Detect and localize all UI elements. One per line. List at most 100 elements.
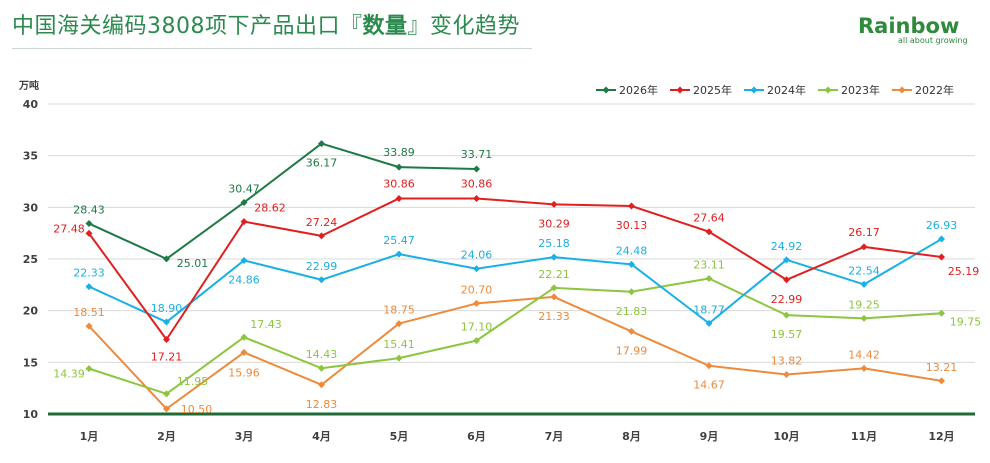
- data-label: 26.17: [848, 226, 880, 239]
- data-label: 33.71: [461, 148, 493, 161]
- data-label: 14.39: [53, 368, 85, 381]
- data-point: [938, 309, 945, 317]
- series-line: [88, 277, 942, 395]
- data-point: [550, 284, 558, 292]
- data-label: 27.24: [306, 216, 338, 229]
- y-tick-label: 30: [23, 201, 39, 214]
- data-point: [163, 255, 170, 263]
- data-point: [628, 202, 635, 210]
- rainbow-logo: Rainbow all about growing: [858, 14, 978, 45]
- legend-marker: [676, 86, 684, 94]
- data-point: [705, 362, 713, 370]
- y-tick-label: 10: [23, 408, 39, 421]
- y-tick-label: 40: [23, 98, 39, 111]
- data-point: [395, 354, 403, 362]
- data-point: [473, 165, 480, 173]
- data-point: [628, 327, 635, 335]
- data-label: 30.47: [228, 182, 260, 195]
- x-tick-label: 11月: [851, 430, 877, 443]
- data-label: 24.06: [461, 249, 493, 262]
- data-label: 22.21: [538, 268, 570, 281]
- data-label: 30.86: [461, 177, 493, 190]
- data-label: 13.21: [926, 361, 958, 374]
- data-label: 17.99: [616, 344, 648, 357]
- data-label: 14.42: [848, 348, 880, 361]
- data-label: 25.01: [177, 257, 209, 270]
- data-point: [938, 235, 945, 243]
- data-point: [783, 256, 790, 264]
- data-point: [85, 283, 93, 291]
- data-point: [318, 232, 325, 240]
- x-tick-label: 4月: [312, 430, 331, 443]
- data-label: 30.13: [616, 219, 648, 232]
- data-point: [783, 276, 790, 284]
- data-point: [550, 200, 558, 208]
- data-point: [860, 243, 868, 251]
- x-tick-label: 9月: [700, 430, 719, 443]
- legend-marker: [898, 86, 906, 94]
- data-label: 30.29: [538, 217, 570, 230]
- title-emphasis: 数量: [362, 14, 408, 39]
- legend-entry: 2026年: [619, 83, 658, 97]
- legend-marker: [824, 86, 832, 94]
- data-label: 22.99: [771, 293, 803, 306]
- data-label: 27.48: [53, 222, 85, 235]
- y-tick-label: 20: [23, 305, 39, 318]
- data-label: 18.77: [693, 303, 725, 316]
- data-point: [550, 293, 558, 301]
- legend-marker: [750, 86, 758, 94]
- title-prefix: 中国海关编码3808项下产品出口『: [12, 14, 363, 39]
- data-point: [240, 256, 248, 264]
- data-point: [550, 253, 558, 261]
- data-point: [163, 318, 170, 326]
- data-point: [395, 163, 403, 171]
- data-point: [240, 333, 248, 341]
- data-point: [318, 364, 325, 372]
- data-label: 25.47: [383, 234, 415, 247]
- legend-entry: 2024年: [767, 83, 806, 97]
- data-label: 30.86: [383, 177, 415, 190]
- data-point: [395, 194, 403, 202]
- x-tick-label: 6月: [467, 430, 486, 443]
- data-point: [473, 299, 480, 307]
- y-tick-label: 35: [23, 150, 38, 163]
- data-label: 26.93: [926, 219, 958, 232]
- data-point: [938, 253, 945, 261]
- data-point: [860, 364, 868, 372]
- data-label: 12.83: [306, 398, 338, 411]
- data-label: 28.43: [73, 204, 105, 217]
- data-point: [783, 311, 790, 319]
- data-label: 15.41: [383, 338, 415, 351]
- y-tick-label: 25: [23, 253, 38, 266]
- data-label: 18.90: [151, 302, 183, 315]
- data-point: [395, 320, 403, 328]
- data-point: [240, 348, 248, 356]
- data-point: [628, 260, 635, 268]
- data-point: [163, 390, 170, 398]
- y-axis-unit: 万吨: [18, 79, 39, 92]
- data-point: [240, 198, 248, 206]
- data-point: [85, 322, 93, 330]
- data-label: 13.82: [771, 355, 803, 368]
- page-title: 中国海关编码3808项下产品出口『数量』变化趋势: [12, 8, 520, 40]
- x-tick-label: 7月: [545, 430, 564, 443]
- title-divider: [12, 48, 532, 49]
- data-point: [318, 381, 325, 389]
- data-label: 17.10: [461, 321, 493, 334]
- data-label: 17.43: [250, 318, 282, 331]
- data-label: 24.48: [616, 244, 648, 257]
- data-label: 10.50: [181, 403, 213, 416]
- data-label: 24.92: [771, 240, 803, 253]
- data-label: 24.86: [228, 273, 260, 286]
- y-tick-label: 15: [23, 356, 38, 369]
- data-point: [240, 218, 248, 226]
- series-line: [88, 197, 942, 341]
- x-tick-label: 10月: [773, 430, 799, 443]
- data-point: [705, 228, 713, 236]
- data-label: 11.95: [177, 375, 209, 388]
- data-label: 18.51: [73, 306, 105, 319]
- data-point: [938, 377, 945, 385]
- x-tick-label: 12月: [928, 430, 954, 443]
- x-tick-label: 5月: [390, 430, 409, 443]
- data-label: 21.33: [538, 310, 570, 323]
